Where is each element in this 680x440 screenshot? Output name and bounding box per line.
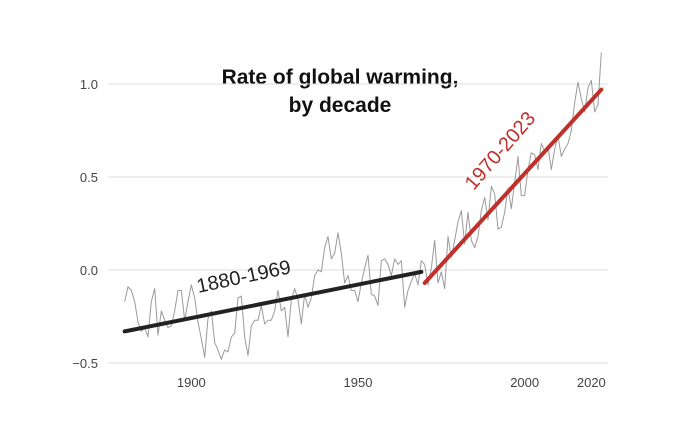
chart-title-line2: by decade xyxy=(288,94,392,117)
annual-temperature-line xyxy=(124,52,602,360)
x-tick-label: 1900 xyxy=(177,375,206,390)
period-label-1970-2023: 1970-2023 xyxy=(461,108,540,195)
trend-line-1880-1969 xyxy=(122,269,424,334)
chart-title: Rate of global warming, by decade xyxy=(180,64,500,120)
axes: −0.5 0.0 0.5 1.0 1900 1950 2000 2020 xyxy=(72,77,605,390)
chart-title-line1: Rate of global warming, xyxy=(221,66,459,89)
series-layer xyxy=(122,52,604,360)
x-tick-label: 2000 xyxy=(510,375,539,390)
y-tick-label: −0.5 xyxy=(72,356,98,371)
x-tick-label: 2020 xyxy=(577,375,606,390)
y-tick-label: 0.5 xyxy=(80,170,98,185)
trend-line-1970-2023 xyxy=(422,87,604,286)
x-tick-label: 1950 xyxy=(344,375,373,390)
y-tick-label: 0.0 xyxy=(80,263,98,278)
grid xyxy=(108,83,608,364)
y-tick-label: 1.0 xyxy=(80,77,98,92)
